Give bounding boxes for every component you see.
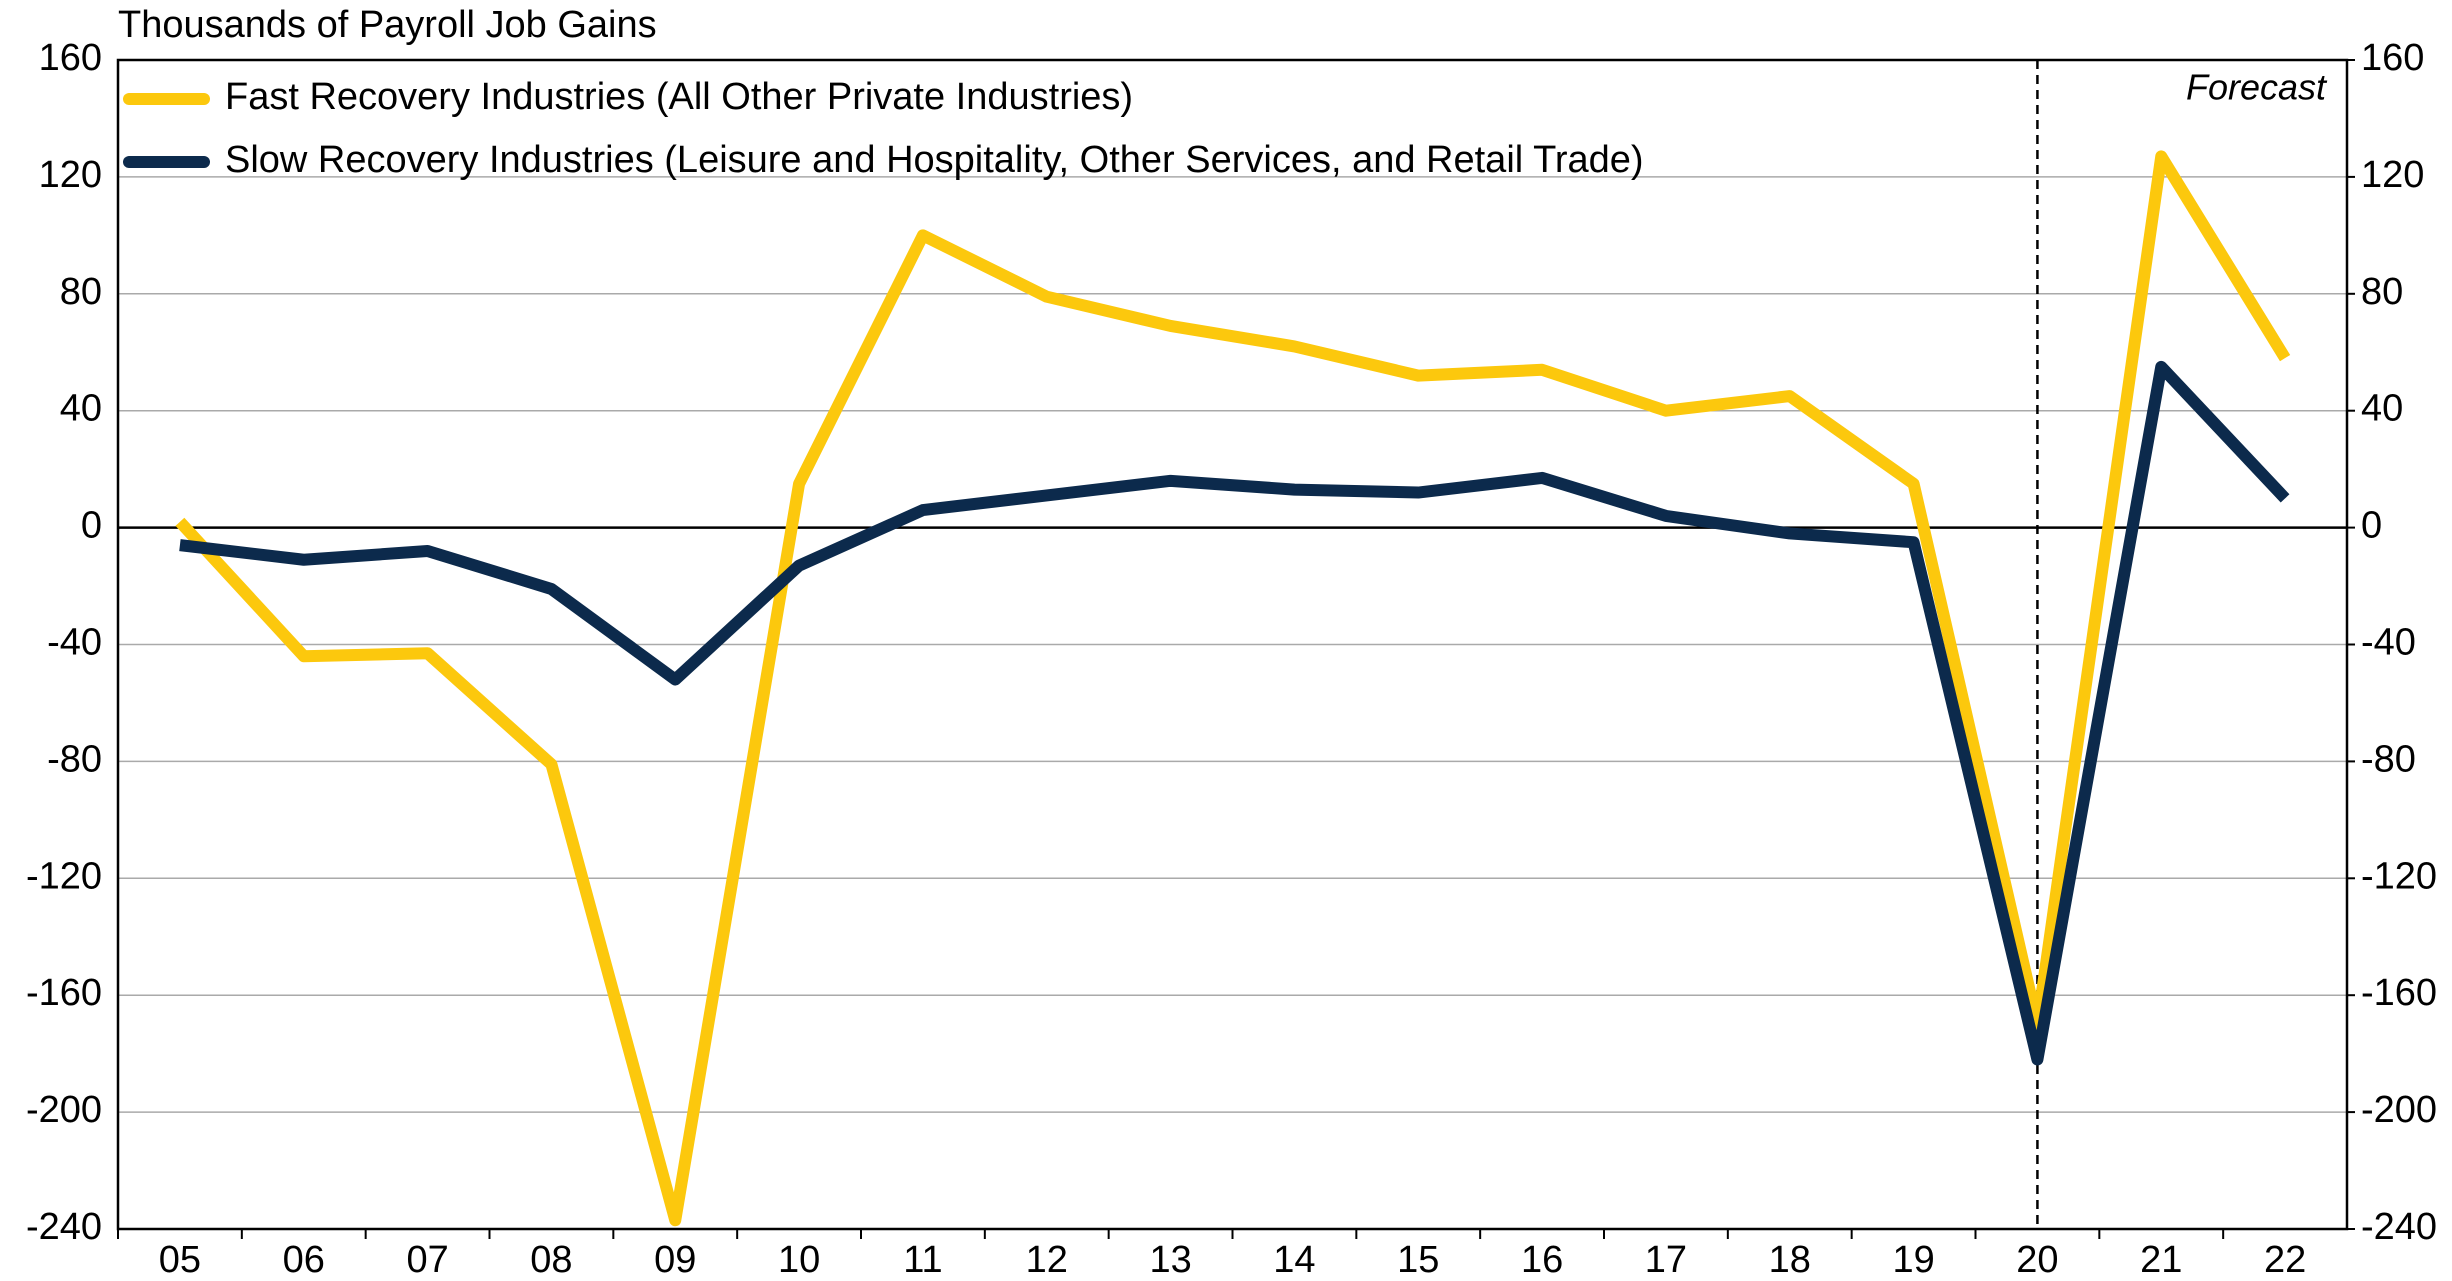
y-tick-label: -200 — [26, 1089, 102, 1131]
x-tick-label: 13 — [1149, 1239, 1191, 1281]
x-tick-label: 19 — [1892, 1239, 1934, 1281]
y2-tick-label: 160 — [2361, 37, 2424, 79]
x-tick-label: 15 — [1397, 1239, 1439, 1281]
y2-tick-label: -200 — [2361, 1089, 2437, 1131]
legend-label: Slow Recovery Industries (Leisure and Ho… — [225, 139, 1644, 181]
y-tick-label: -160 — [26, 972, 102, 1014]
forecast-label: Forecast — [2186, 67, 2328, 108]
y2-tick-label: 40 — [2361, 388, 2403, 430]
y-tick-label: 40 — [60, 388, 102, 430]
x-tick-label: 18 — [1769, 1239, 1811, 1281]
y-axis-title: Thousands of Payroll Job Gains — [118, 4, 657, 46]
y2-tick-label: -80 — [2361, 738, 2416, 780]
y-tick-label: 0 — [81, 505, 102, 547]
x-tick-label: 08 — [530, 1239, 572, 1281]
x-tick-label: 12 — [1026, 1239, 1068, 1281]
x-tick-label: 11 — [903, 1239, 942, 1281]
legend-label: Fast Recovery Industries (All Other Priv… — [225, 76, 1133, 118]
y2-tick-label: 0 — [2361, 505, 2382, 547]
x-tick-label: 21 — [2140, 1239, 2182, 1281]
y-tick-label: 160 — [39, 37, 102, 79]
x-tick-label: 10 — [778, 1239, 820, 1281]
x-tick-label: 05 — [159, 1239, 201, 1281]
y2-tick-label: -240 — [2361, 1206, 2437, 1248]
y-tick-label: -240 — [26, 1206, 102, 1248]
x-tick-label: 06 — [283, 1239, 325, 1281]
y-tick-label: -120 — [26, 855, 102, 897]
x-tick-label: 20 — [2016, 1239, 2058, 1281]
x-tick-label: 14 — [1273, 1239, 1315, 1281]
x-tick-label: 16 — [1521, 1239, 1563, 1281]
x-tick-label: 09 — [654, 1239, 696, 1281]
y-tick-label: 80 — [60, 271, 102, 313]
x-tick-label: 22 — [2264, 1239, 2306, 1281]
x-tick-label: 17 — [1645, 1239, 1687, 1281]
y2-tick-label: 120 — [2361, 154, 2424, 196]
y-tick-label: 120 — [39, 154, 102, 196]
y2-tick-label: -120 — [2361, 855, 2437, 897]
series-line — [179, 360, 2290, 1066]
y2-tick-label: 80 — [2361, 271, 2403, 313]
x-tick-label: 07 — [406, 1239, 448, 1281]
y2-tick-label: -160 — [2361, 972, 2437, 1014]
y-tick-label: -40 — [47, 622, 102, 664]
y-tick-label: -80 — [47, 738, 102, 780]
y2-tick-label: -40 — [2361, 622, 2416, 664]
series-line — [175, 150, 2291, 1227]
